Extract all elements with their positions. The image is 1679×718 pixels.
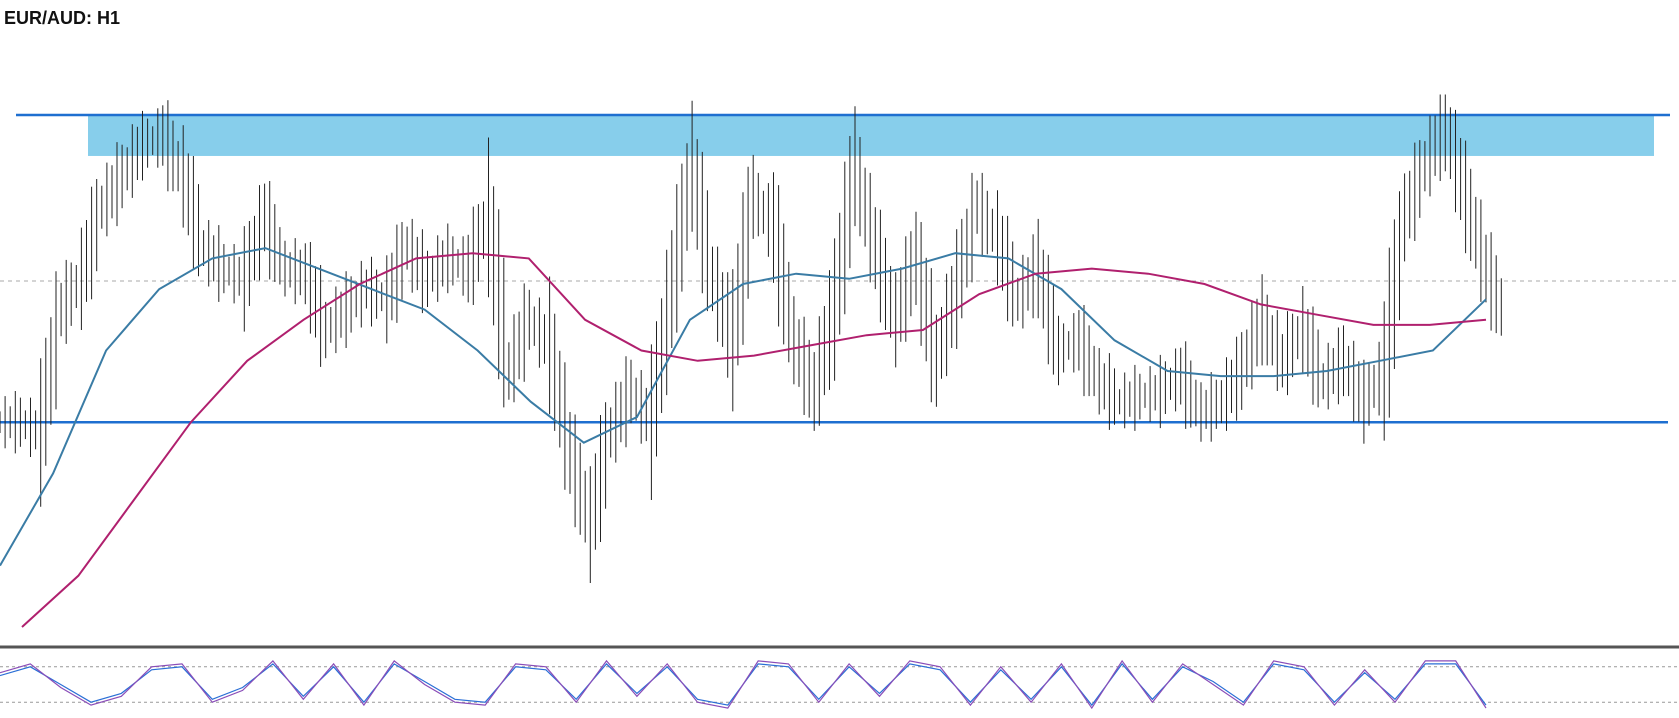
main-price-pane: EUR/AUD: H1 [0, 8, 1679, 628]
stochastic-pane [0, 659, 1679, 710]
resistance-zone [88, 115, 1654, 156]
stochastic-main-line [0, 659, 1487, 710]
moving-average-fast-line [0, 247, 1487, 567]
chart-title: EUR/AUD: H1 [4, 8, 120, 28]
price-bars [0, 94, 1502, 583]
moving-average-slow-line [21, 252, 1487, 628]
